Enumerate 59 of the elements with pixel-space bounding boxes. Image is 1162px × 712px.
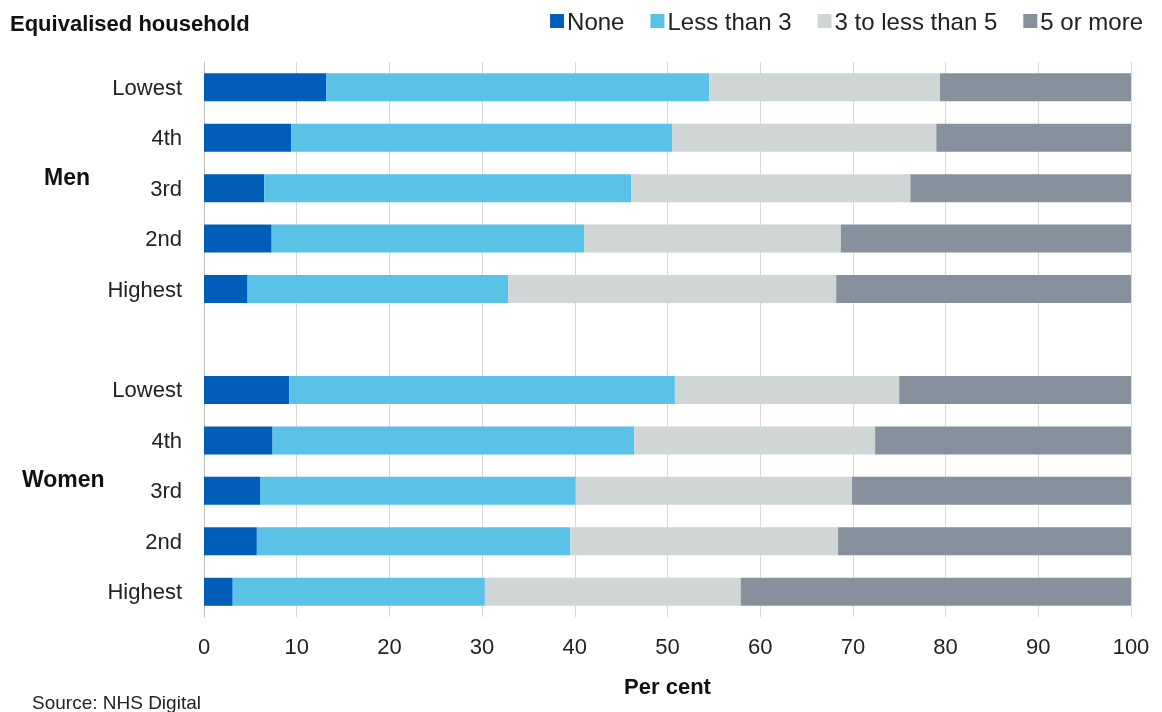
- y-tick-label: Highest: [107, 276, 182, 302]
- bar: [232, 577, 485, 606]
- text: Women: [22, 466, 105, 493]
- y-tick-label: Lowest: [112, 377, 182, 403]
- y-tick-label: 3rd: [150, 478, 182, 504]
- x-tick-label: 40: [562, 633, 588, 659]
- bar: [740, 577, 1131, 606]
- x-tick-label: 80: [933, 633, 958, 659]
- bar: [326, 73, 710, 102]
- bar: [851, 476, 1131, 505]
- bar: [204, 375, 290, 404]
- legend-label: None: [567, 7, 625, 35]
- y-tick-label: 3rd: [150, 175, 182, 201]
- bar: [204, 527, 257, 556]
- x-tick-label: 10: [284, 633, 309, 659]
- bar: [256, 527, 571, 556]
- bar: [204, 275, 248, 304]
- x-tick-label: 50: [655, 633, 680, 659]
- bar: [204, 577, 233, 606]
- x-tick-label: 30: [469, 633, 495, 659]
- x-tick-label: 70: [840, 633, 866, 659]
- y-tick-label: 2nd: [145, 226, 182, 252]
- y-tick-label: 2nd: [145, 528, 182, 554]
- bar: [204, 476, 261, 505]
- bar: [271, 224, 585, 253]
- text: Men: [44, 163, 90, 190]
- bar: [272, 426, 635, 455]
- legend-label: Less than 3: [667, 7, 792, 35]
- y-axis-title: Equivalised household: [10, 10, 250, 36]
- x-tick-label: 20: [377, 633, 402, 659]
- x-tick-label: 100: [1112, 633, 1150, 659]
- bar: [204, 426, 273, 455]
- y-tick-label: 4th: [151, 427, 182, 453]
- bar: [204, 123, 292, 152]
- bar: [838, 527, 1131, 556]
- bar: [260, 476, 576, 505]
- bar: [289, 375, 675, 404]
- bar: [264, 174, 632, 203]
- bar: [204, 224, 272, 253]
- y-tick-label: Highest: [107, 579, 182, 605]
- bar: [840, 224, 1131, 253]
- y-tick-label: Lowest: [112, 74, 182, 100]
- legend-label: 5 or more: [1040, 7, 1143, 35]
- bar: [910, 174, 1131, 203]
- bar: [247, 275, 509, 304]
- bar: [936, 123, 1131, 152]
- x-tick-label: 90: [1026, 633, 1051, 659]
- x-tick-label: 0: [197, 633, 211, 659]
- bar: [940, 73, 1131, 102]
- bar: [204, 73, 327, 102]
- bar: [291, 123, 673, 152]
- y-tick-label: 4th: [151, 125, 182, 151]
- bar: [875, 426, 1131, 455]
- bar: [204, 174, 265, 203]
- legend-label: 3 to less than 5: [834, 7, 998, 35]
- x-axis-title: Per cent: [624, 673, 712, 699]
- x-tick-label: 60: [747, 633, 773, 659]
- bar: [836, 275, 1131, 304]
- bar: [899, 375, 1131, 404]
